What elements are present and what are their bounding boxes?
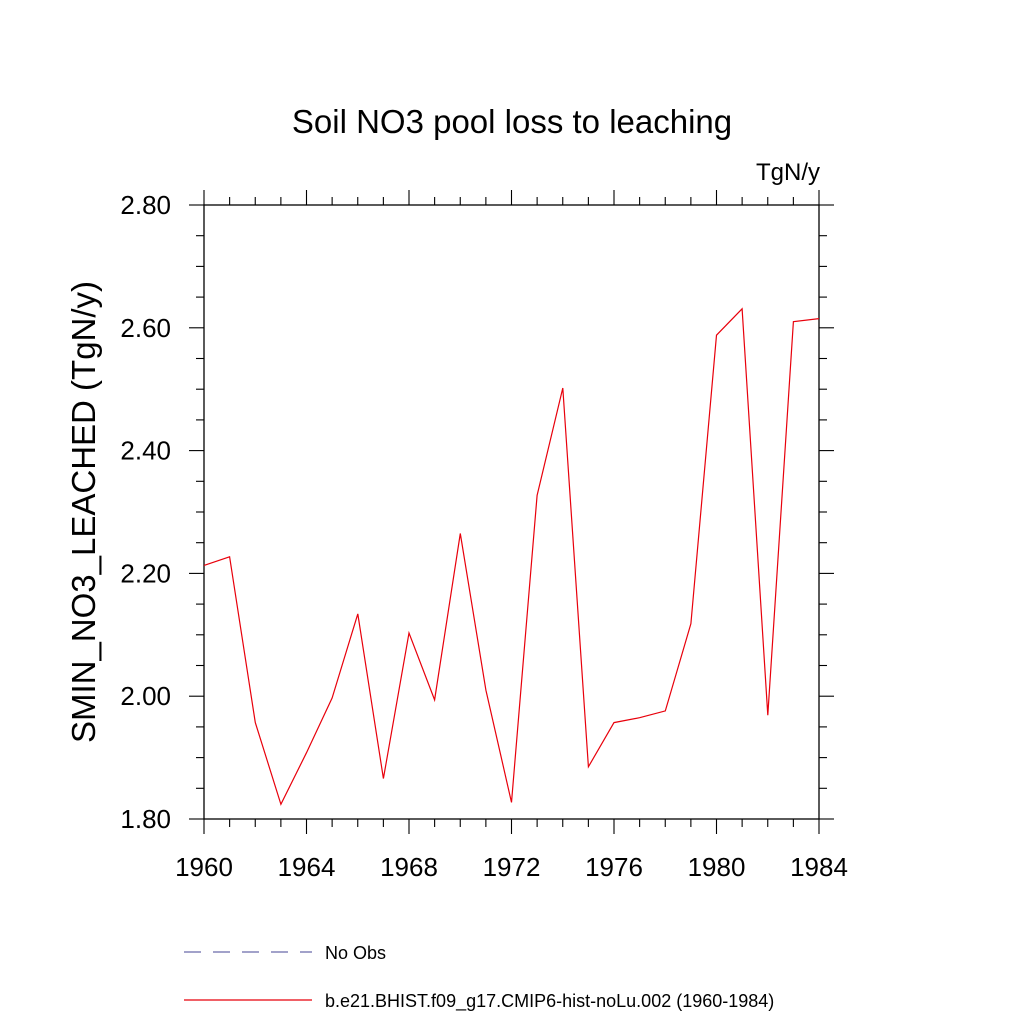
y-tick-label: 2.60 <box>120 313 171 343</box>
y-tick-label: 2.80 <box>120 190 171 220</box>
chart-title: Soil NO3 pool loss to leaching <box>292 103 732 140</box>
x-tick-label: 1964 <box>278 852 336 882</box>
y-tick-label: 2.20 <box>120 558 171 588</box>
y-axis-label: SMIN_NO3_LEACHED (TgN/y) <box>65 281 102 743</box>
legend: No Obs b.e21.BHIST.f09_g17.CMIP6-hist-noL… <box>184 943 774 1012</box>
series-line <box>203 307 820 806</box>
x-tick-label: 1980 <box>688 852 746 882</box>
x-tick-label: 1960 <box>175 852 233 882</box>
x-tick-label: 1976 <box>585 852 643 882</box>
x-tick-label: 1972 <box>483 852 541 882</box>
y-tick-label: 2.00 <box>120 681 171 711</box>
plot-frame <box>203 204 820 820</box>
axis-tick-labels: 1960 1964 1968 1972 1976 1980 1984 1.80 2.00 2.20… <box>120 190 848 882</box>
y-tick-label: 1.80 <box>120 804 171 834</box>
series-layer <box>203 307 820 806</box>
x-tick-label: 1968 <box>380 852 438 882</box>
legend-label: No Obs <box>325 943 386 963</box>
legend-label: b.e21.BHIST.f09_g17.CMIP6-hist-noLu.002 … <box>325 991 774 1012</box>
axis-ticks <box>189 190 834 834</box>
x-tick-label: 1984 <box>790 852 848 882</box>
y-tick-label: 2.40 <box>120 436 171 466</box>
units-label: TgN/y <box>756 159 820 186</box>
